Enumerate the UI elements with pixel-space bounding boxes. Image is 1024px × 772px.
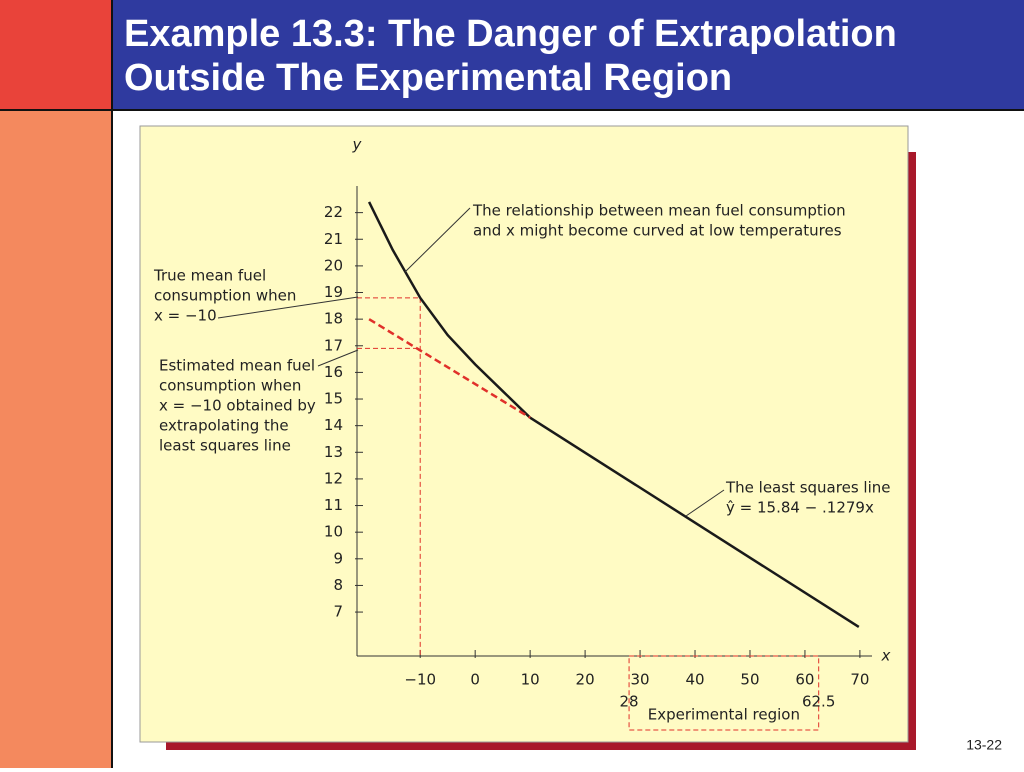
series-line xyxy=(368,318,531,419)
annotation: and x might become curved at low tempera… xyxy=(473,222,842,240)
title-band xyxy=(112,0,1024,110)
chart-panel xyxy=(139,125,909,743)
y-tick-label: 12 xyxy=(324,469,343,487)
y-tick-label: 17 xyxy=(324,336,343,354)
y-tick-label: 18 xyxy=(324,310,343,328)
y-tick-label: 13 xyxy=(324,443,343,461)
annotation: ŷ = 15.84 − .1279x xyxy=(726,499,874,517)
y-tick-label: 11 xyxy=(324,496,343,514)
region-label: Experimental region xyxy=(648,706,800,724)
slide-title: Example 13.3: The Danger of Extrapolatio… xyxy=(124,13,897,55)
y-tick-label: 9 xyxy=(333,549,343,567)
side-bar xyxy=(0,110,112,768)
x-tick-label: 40 xyxy=(685,671,704,689)
corner xyxy=(0,0,112,110)
y-tick-label: 19 xyxy=(324,283,343,301)
annotation: extrapolating the xyxy=(159,417,289,435)
y-tick-label: 10 xyxy=(324,523,343,541)
y-tick-label: 15 xyxy=(324,390,343,408)
annotation: True mean fuel xyxy=(153,267,266,285)
y-tick-label: 8 xyxy=(333,576,343,594)
annotation: least squares line xyxy=(159,437,291,455)
leader-line xyxy=(317,349,359,367)
x-tick-label: 70 xyxy=(850,671,869,689)
y-tick-label: 14 xyxy=(324,416,343,434)
y-tick-label: 7 xyxy=(333,603,343,621)
annotation: x = −10 xyxy=(154,307,217,325)
x-tick-label: 20 xyxy=(576,671,595,689)
region-bound-label: 62.5 xyxy=(802,693,835,711)
x-tick-label: 0 xyxy=(470,671,480,689)
experimental-region xyxy=(628,655,820,731)
y-tick-label: 22 xyxy=(324,203,343,221)
x-tick-label: 50 xyxy=(740,671,759,689)
series-line xyxy=(367,201,532,419)
x-tick-label: 60 xyxy=(795,671,814,689)
annotation: The relationship between mean fuel consu… xyxy=(472,202,846,220)
annotation: x = −10 obtained by xyxy=(159,397,316,415)
page-number: 13-22 xyxy=(966,737,1002,753)
leader-line xyxy=(404,207,471,273)
x-tick-label: 10 xyxy=(521,671,540,689)
y-axis-label: y xyxy=(352,136,363,154)
x-tick-label: 30 xyxy=(631,671,650,689)
leader-line xyxy=(685,489,725,517)
region-bound-label: 28 xyxy=(620,693,639,711)
annotation: Estimated mean fuel xyxy=(159,357,315,375)
x-tick-label: −10 xyxy=(404,671,436,689)
y-tick-label: 21 xyxy=(324,230,343,248)
y-tick-label: 16 xyxy=(324,363,343,381)
annotation: The least squares line xyxy=(725,479,890,497)
annotation: consumption when xyxy=(154,287,296,305)
x-axis-label: x xyxy=(881,647,891,665)
y-tick-label: 20 xyxy=(324,256,343,274)
series-line xyxy=(529,416,860,629)
slide-title: Outside The Experimental Region xyxy=(124,57,732,99)
leader-line xyxy=(217,296,359,319)
annotation: consumption when xyxy=(159,377,301,395)
